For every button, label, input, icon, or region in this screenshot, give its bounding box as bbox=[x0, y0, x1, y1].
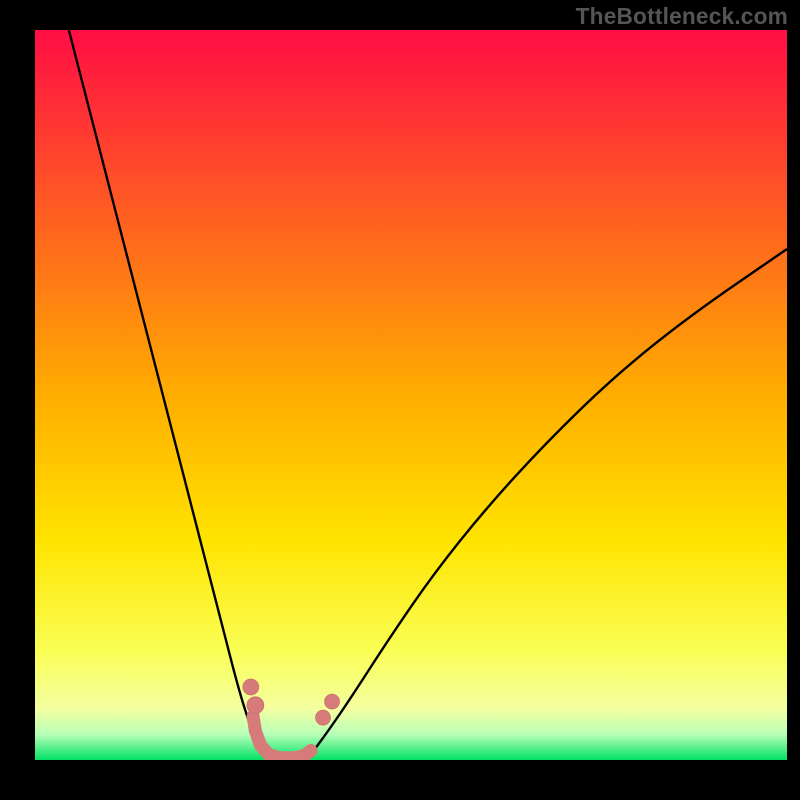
marker-dot bbox=[325, 694, 340, 709]
marker-dot bbox=[247, 697, 264, 714]
chart-svg bbox=[35, 30, 787, 760]
marker-bottom-path bbox=[253, 716, 311, 758]
marker-dot bbox=[243, 679, 259, 695]
plot-area bbox=[35, 30, 787, 760]
curve-left bbox=[69, 30, 261, 751]
curve-right bbox=[313, 249, 787, 751]
marker-dot bbox=[316, 710, 331, 725]
watermark-text: TheBottleneck.com bbox=[576, 3, 788, 30]
